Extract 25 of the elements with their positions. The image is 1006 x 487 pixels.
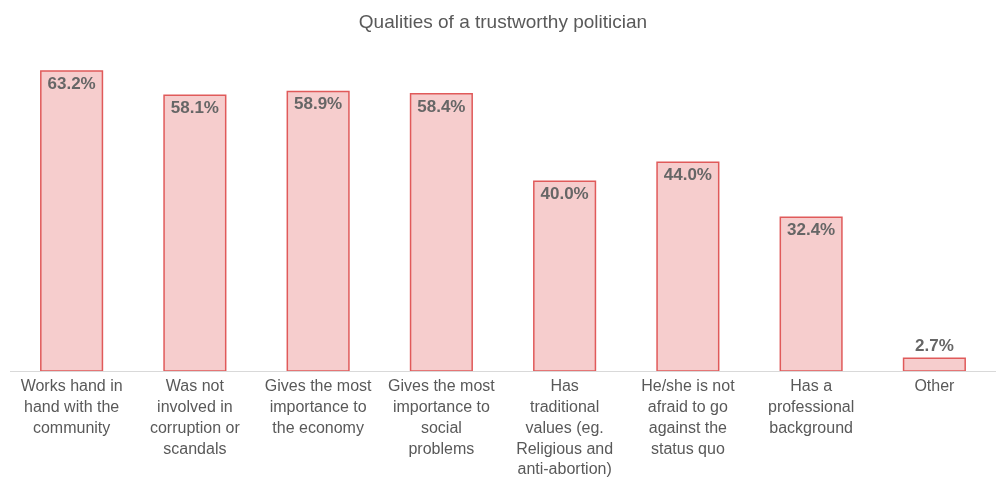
bar <box>40 70 104 371</box>
x-tick-label: Works hand in hand with the community <box>20 377 123 436</box>
data-label: 32.4% <box>787 220 836 240</box>
data-label: 58.9% <box>294 94 343 114</box>
data-label: 2.7% <box>915 336 954 356</box>
bar <box>163 94 227 371</box>
x-tick-label: Has a professional background <box>767 377 855 436</box>
data-label: 63.2% <box>47 74 96 93</box>
bar <box>656 161 720 371</box>
data-label: 40.0% <box>540 184 589 204</box>
chart-title: Qualities of a trustworthy politician <box>358 10 648 32</box>
bar <box>286 90 350 371</box>
x-tick-label: Has traditional values (eg. Religious and anti-abortion) <box>516 377 614 478</box>
data-label: 58.4% <box>417 96 466 116</box>
data-label: 58.1% <box>170 98 219 118</box>
x-tick-label: Gives the most importance to social problems <box>388 377 496 457</box>
bar <box>779 216 843 371</box>
x-tick-label: Gives the most importance to the economy <box>264 377 373 436</box>
x-tick-label: Other <box>914 377 956 395</box>
x-tick-label: Was not involved in corruption or scandals <box>149 377 241 457</box>
bar <box>902 357 966 371</box>
data-label: 44.0% <box>663 165 712 185</box>
bar <box>533 180 597 371</box>
x-tick-label: He/she is not afraid to go against the status quo <box>641 377 736 457</box>
bar <box>409 93 473 371</box>
